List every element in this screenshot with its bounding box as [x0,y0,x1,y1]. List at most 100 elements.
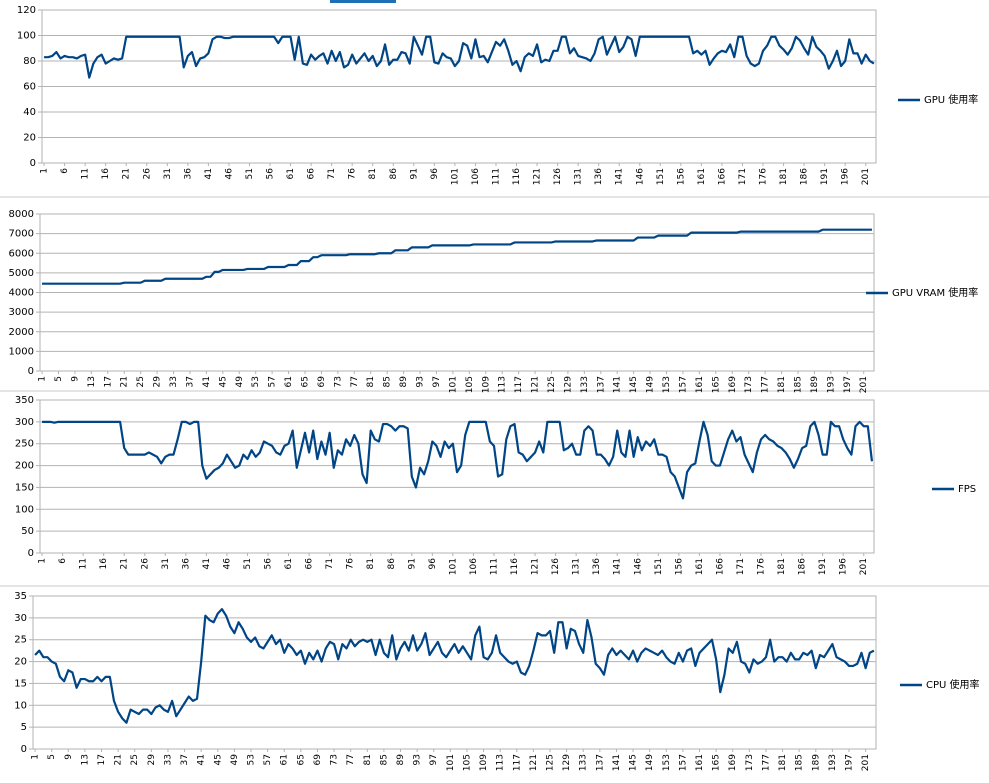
x-tick-label: 136 [594,168,604,185]
x-tick-label: 96 [430,168,440,180]
y-tick-label: 20 [14,657,27,668]
y-tick-label: 80 [23,56,36,67]
x-tick-label: 71 [327,168,337,179]
x-tick-label: 129 [563,376,573,393]
x-tick-label: 81 [363,754,373,765]
x-tick-label: 53 [251,376,261,387]
x-tick-label: 46 [222,558,232,570]
x-tick-label: 165 [711,376,721,393]
x-tick-label: 106 [469,558,479,575]
x-tick-label: 141 [612,754,622,771]
x-tick-label: 73 [330,754,340,765]
x-tick-label: 29 [153,376,163,388]
x-tick-label: 45 [218,376,228,387]
x-tick-label: 53 [247,754,257,765]
x-tick-label: 101 [446,754,456,771]
x-tick-label: 133 [579,754,589,771]
x-tick-label: 91 [409,168,419,179]
plot-frame [39,399,875,554]
x-tick-label: 36 [183,168,193,180]
y-tick-label: 1000 [9,346,34,357]
y-tick-label: 5 [21,722,27,733]
x-tick-label: 153 [662,376,672,393]
x-tick-label: 201 [859,376,869,393]
x-tick-label: 105 [462,754,472,771]
x-tick-label: 185 [793,376,803,393]
x-tick-label: 21 [114,754,124,765]
x-tick-label: 186 [798,558,808,575]
x-tick-label: 85 [383,376,393,387]
x-tick-label: 89 [399,376,409,388]
y-tick-label: 100 [15,504,34,515]
x-tick-label: 197 [843,376,853,393]
x-tick-label: 66 [307,168,317,180]
x-tick-label: 31 [163,168,173,179]
y-tick-label: 6000 [9,248,34,259]
x-tick-label: 153 [662,754,672,771]
x-tick-label: 121 [531,376,541,393]
x-tick-label: 146 [633,558,643,575]
x-tick-label: 117 [512,754,522,771]
chart-panel: 0 1000 2000 3000 4000 5000 6000 7000 8000 1 5 9 13 17… [9,209,979,393]
x-tick-label: 126 [551,558,561,575]
y-tick-label: 0 [21,744,27,755]
x-tick-label: 41 [202,558,212,569]
x-tick-label: 25 [136,376,146,387]
x-tick-label: 181 [777,558,787,575]
x-tick-label: 113 [496,754,506,771]
x-tick-label: 201 [861,168,871,185]
legend-label: GPU 使用率 [924,93,978,106]
x-tick-label: 76 [348,168,358,180]
x-tick-label: 69 [317,376,327,388]
y-tick-label: 2000 [9,327,34,338]
x-tick-label: 169 [728,376,738,393]
y-tick-label: 250 [15,439,34,450]
x-tick-label: 157 [678,754,688,771]
x-tick-label: 177 [761,754,771,771]
x-tick-label: 146 [635,168,645,185]
x-tick-label: 171 [736,558,746,575]
x-tick-label: 193 [826,376,836,393]
x-tick-label: 16 [101,168,111,180]
x-tick-label: 176 [757,558,767,575]
x-tick-label: 166 [717,168,727,185]
selection-tab [330,0,396,3]
x-tick-label: 17 [103,376,113,387]
y-tick-label: 8000 [9,209,34,220]
x-tick-label: 137 [596,376,606,393]
x-tick-label: 111 [491,168,501,185]
y-tick-label: 35 [14,591,27,602]
x-tick-label: 177 [761,376,771,393]
x-tick-label: 31 [161,558,171,569]
x-tick-label: 21 [120,376,130,387]
y-tick-label: 30 [14,613,27,624]
x-tick-label: 141 [613,376,623,393]
y-tick-label: 5000 [9,268,34,279]
x-tick-label: 49 [235,376,245,388]
x-tick-label: 173 [745,754,755,771]
x-tick-label: 116 [510,558,520,575]
x-tick-label: 105 [465,376,475,393]
x-tick-label: 57 [268,376,278,387]
y-tick-label: 7000 [9,229,34,240]
x-tick-label: 161 [697,168,707,185]
data-line [42,420,874,500]
x-tick-label: 191 [820,168,830,185]
x-tick-label: 96 [428,558,438,570]
x-tick-label: 161 [695,754,705,771]
x-tick-label: 101 [450,168,460,185]
x-tick-label: 25 [130,754,140,765]
x-tick-label: 191 [818,558,828,575]
x-tick-label: 141 [615,168,625,185]
x-tick-label: 21 [120,558,130,569]
plot-frame [32,595,877,750]
x-tick-label: 41 [204,168,214,179]
x-tick-label: 65 [296,754,306,765]
x-tick-label: 101 [448,558,458,575]
x-tick-label: 21 [122,168,132,179]
x-tick-label: 93 [416,376,426,387]
data-line [42,228,872,285]
x-tick-label: 131 [572,558,582,575]
x-tick-label: 136 [592,558,602,575]
